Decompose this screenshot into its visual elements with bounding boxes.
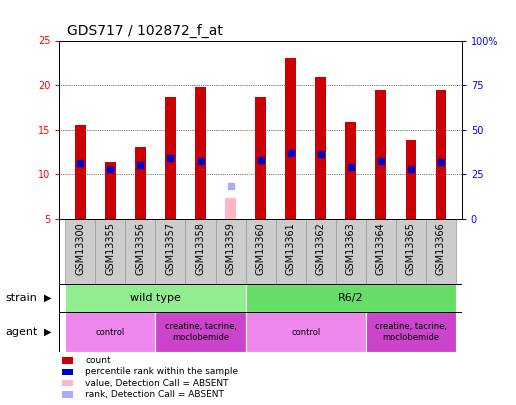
Bar <box>66 219 95 284</box>
Text: GSM13366: GSM13366 <box>436 222 446 275</box>
Text: strain: strain <box>5 293 37 303</box>
Bar <box>105 162 116 219</box>
Text: GSM13359: GSM13359 <box>225 222 235 275</box>
Bar <box>165 97 176 219</box>
Bar <box>185 219 216 284</box>
Text: GSM13360: GSM13360 <box>255 222 266 275</box>
Bar <box>436 90 446 219</box>
Bar <box>376 90 386 219</box>
Bar <box>155 219 185 284</box>
Text: GSM13362: GSM13362 <box>316 222 326 275</box>
Bar <box>155 312 246 352</box>
Bar <box>285 58 296 219</box>
Bar <box>255 97 266 219</box>
Bar <box>366 312 456 352</box>
Bar <box>315 77 326 219</box>
Text: count: count <box>85 356 111 365</box>
Text: GDS717 / 102872_f_at: GDS717 / 102872_f_at <box>68 24 223 38</box>
Text: creatine, tacrine,
moclobemide: creatine, tacrine, moclobemide <box>375 322 447 342</box>
Text: GSM13357: GSM13357 <box>166 222 175 275</box>
Text: control: control <box>291 328 320 337</box>
Text: R6/2: R6/2 <box>338 293 363 303</box>
Bar <box>336 219 366 284</box>
Text: wild type: wild type <box>130 293 181 303</box>
Bar <box>225 198 236 219</box>
Bar <box>246 284 456 312</box>
Bar <box>195 87 206 219</box>
Bar <box>125 219 155 284</box>
Bar <box>66 284 246 312</box>
Bar <box>216 219 246 284</box>
Bar <box>345 122 356 219</box>
Text: percentile rank within the sample: percentile rank within the sample <box>85 367 238 376</box>
Bar <box>426 219 456 284</box>
Text: agent: agent <box>5 327 38 337</box>
Text: GSM13363: GSM13363 <box>346 222 356 275</box>
Text: creatine, tacrine,
moclobemide: creatine, tacrine, moclobemide <box>165 322 236 342</box>
Bar <box>276 219 305 284</box>
Text: ▶: ▶ <box>44 327 52 337</box>
Bar <box>135 147 146 219</box>
Text: GSM13364: GSM13364 <box>376 222 386 275</box>
Bar <box>75 125 86 219</box>
Bar <box>246 219 276 284</box>
Text: ▶: ▶ <box>44 293 52 303</box>
Bar <box>95 219 125 284</box>
Bar <box>406 140 416 219</box>
Text: GSM13355: GSM13355 <box>105 222 116 275</box>
Bar <box>305 219 336 284</box>
Bar <box>366 219 396 284</box>
Bar <box>246 312 366 352</box>
Text: GSM13358: GSM13358 <box>196 222 205 275</box>
Text: control: control <box>96 328 125 337</box>
Text: GSM13361: GSM13361 <box>286 222 296 275</box>
Text: rank, Detection Call = ABSENT: rank, Detection Call = ABSENT <box>85 390 224 399</box>
Text: value, Detection Call = ABSENT: value, Detection Call = ABSENT <box>85 379 229 388</box>
Text: GSM13365: GSM13365 <box>406 222 416 275</box>
Bar <box>396 219 426 284</box>
Text: GSM13300: GSM13300 <box>75 222 85 275</box>
Text: GSM13356: GSM13356 <box>135 222 146 275</box>
Bar <box>66 312 155 352</box>
